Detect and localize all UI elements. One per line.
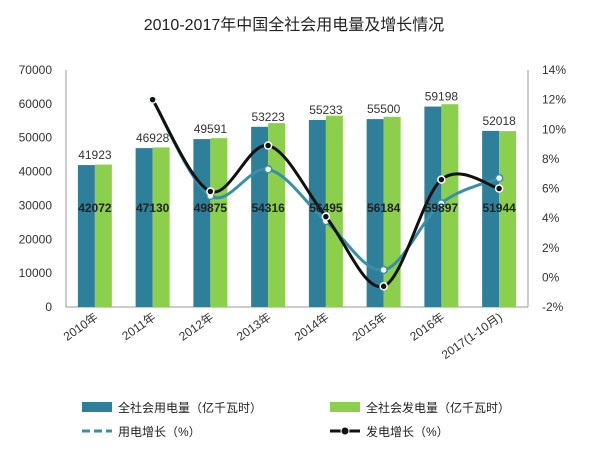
x-tick-label: 2010年 [61, 310, 101, 344]
bar-electricity-use [77, 165, 95, 307]
x-tick-label: 2012年 [176, 310, 216, 344]
right-axis-tick-label: 8% [542, 152, 560, 166]
data-label-generation: 51944 [482, 201, 516, 215]
generation-growth-point [206, 187, 215, 196]
bar-electricity-use [135, 148, 153, 307]
use-growth-point [494, 173, 504, 183]
bar-electricity-use [366, 119, 384, 307]
x-tick-label: 2017(1-10月) [439, 310, 505, 362]
data-label-generation: 47130 [136, 201, 170, 215]
data-label-generation: 54316 [251, 201, 285, 215]
left-axis-tick-label: 20000 [19, 232, 53, 246]
bar-electricity-generation [499, 131, 517, 307]
bar-electricity-generation [152, 147, 170, 307]
legend-generation-growth-marker [340, 426, 350, 436]
left-axis-tick-label: 0 [45, 300, 52, 314]
generation-growth-point [148, 95, 157, 104]
data-label-generation: 56495 [309, 201, 343, 215]
left-axis-tick-label: 10000 [19, 266, 53, 280]
generation-growth-point [437, 175, 446, 184]
use-growth-point [263, 164, 273, 174]
data-label-use: 46928 [136, 131, 170, 145]
data-label-use: 55500 [367, 102, 401, 116]
data-label-use: 49591 [194, 122, 228, 136]
right-axis-tick-label: 14% [542, 63, 566, 77]
generation-growth-point [263, 141, 273, 150]
right-axis-tick-label: 6% [542, 182, 560, 196]
bar-electricity-generation [210, 138, 228, 307]
legend-use-growth-label: 用电增长（%） [118, 425, 201, 439]
bar-electricity-use [482, 130, 500, 307]
bar-electricity-generation [94, 164, 112, 307]
bar-electricity-use [193, 139, 211, 307]
data-label-use: 53223 [251, 110, 285, 124]
data-labels-group: 41923 42072 46928 47130 49591 49875 53223 54316… [78, 90, 516, 215]
x-tick-label: 2011年 [119, 310, 158, 343]
data-label-use: 52018 [482, 114, 516, 128]
data-label-generation: 49875 [194, 201, 228, 215]
bar-electricity-generation [383, 116, 401, 307]
bar-electricity-generation [441, 104, 459, 307]
data-label-use: 59198 [425, 90, 459, 104]
right-axis-tick-label: 0% [542, 270, 560, 284]
x-tick-label: 2015年 [350, 310, 390, 344]
legend-use-swatch [82, 402, 112, 412]
use-growth-point [437, 199, 446, 208]
left-axis-tick-label: 50000 [19, 131, 53, 145]
left-axis-tick-label: 30000 [19, 198, 53, 212]
data-label-generation: 42072 [78, 201, 112, 215]
use-growth-point [379, 265, 388, 275]
right-axis-tick-label: 4% [542, 211, 560, 225]
legend-use-label: 全社会用电量（亿千瓦时） [118, 400, 262, 415]
legend-generation-growth-label: 发电增长（%） [366, 424, 449, 439]
left-axis-tick-label: 70000 [19, 63, 53, 77]
right-axis-tick-label: 2% [542, 241, 560, 255]
x-tick-label: 2013年 [234, 310, 274, 344]
data-label-use: 41923 [78, 148, 112, 162]
bar-electricity-generation [325, 115, 343, 308]
legend-generation-label: 全社会发电量（亿千瓦时） [366, 400, 510, 415]
legend: 全社会用电量（亿千瓦时） 全社会发电量（亿千瓦时） 用电增长（%） 发电增长（%） [82, 400, 510, 439]
right-axis-tick-label: -2% [542, 300, 564, 314]
x-tick-label: 2014年 [292, 310, 332, 344]
x-tick-label: 2016年 [407, 310, 447, 344]
data-label-use: 55233 [309, 103, 343, 117]
generation-growth-point [321, 212, 331, 221]
data-label-generation: 56184 [367, 201, 401, 215]
generation-growth-point [379, 282, 388, 291]
data-label-generation: 59897 [425, 201, 459, 215]
left-axis-tick-label: 40000 [19, 165, 53, 179]
legend-generation-swatch [330, 402, 360, 412]
lines-group [148, 95, 504, 291]
generation-growth-point [494, 184, 504, 193]
right-axis-tick-label: 12% [542, 93, 566, 107]
left-axis-tick-label: 60000 [19, 97, 53, 111]
right-axis-tick-label: 10% [542, 122, 566, 136]
chart-title: 2010-2017年中国全社会用电量及增长情况 [144, 16, 445, 34]
bar-electricity-use [424, 106, 442, 308]
